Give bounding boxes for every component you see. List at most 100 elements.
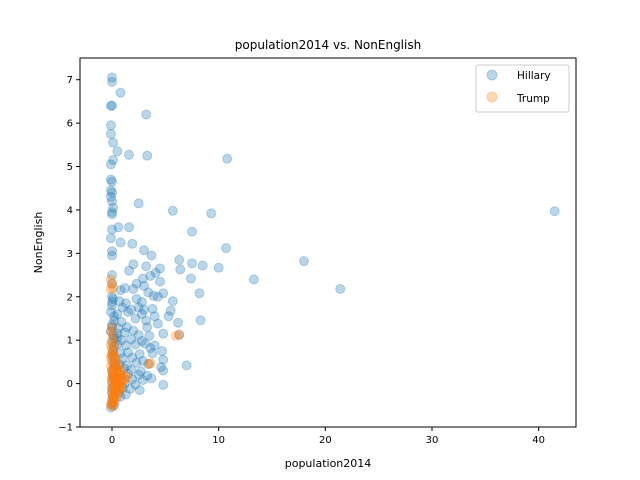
data-point [112, 379, 123, 390]
data-point [108, 346, 119, 357]
data-point [107, 377, 117, 388]
x-axis: 0 10 20 30 40 [109, 427, 545, 446]
data-point [108, 393, 119, 404]
data-point [117, 376, 128, 387]
data-point [108, 202, 119, 213]
data-point [127, 374, 138, 385]
data-point [107, 300, 117, 311]
chart-title: population2014 vs. NonEnglish [235, 38, 421, 52]
data-point [119, 378, 130, 389]
data-point [108, 348, 119, 359]
data-point [115, 367, 126, 378]
data-point [105, 233, 116, 244]
data-point [105, 191, 116, 202]
data-point [109, 386, 120, 397]
data-point [167, 296, 178, 307]
legend-label-trump: Trump [516, 93, 550, 105]
data-point [107, 376, 117, 387]
data-point [127, 238, 138, 249]
data-point [108, 369, 119, 380]
data-point [113, 361, 124, 372]
data-point [195, 315, 206, 326]
data-point [109, 395, 120, 406]
data-point [142, 150, 153, 161]
data-point [163, 311, 174, 322]
data-point [111, 374, 122, 385]
x-tick-label: 10 [212, 435, 225, 446]
data-point [149, 340, 160, 351]
x-tick-label: 30 [426, 435, 439, 446]
data-point [108, 391, 119, 402]
data-point [165, 305, 176, 316]
data-point [107, 337, 117, 348]
data-point [105, 128, 116, 139]
data-point [107, 246, 117, 257]
data-point [248, 274, 259, 285]
data-point [107, 72, 117, 83]
data-point [123, 347, 133, 358]
y-tick-label: 2 [67, 292, 73, 303]
data-point [146, 250, 157, 261]
data-point [110, 385, 121, 396]
data-point [139, 280, 149, 291]
data-point [134, 385, 145, 396]
data-point [111, 382, 122, 393]
data-point [108, 369, 119, 380]
data-point [107, 387, 117, 398]
data-point [115, 285, 126, 296]
data-point [107, 398, 117, 409]
data-point [107, 373, 117, 384]
data-point [128, 325, 139, 336]
data-point [110, 356, 121, 367]
data-point [111, 372, 122, 383]
data-point [113, 388, 124, 399]
data-point [105, 100, 116, 111]
data-point [113, 222, 124, 233]
data-point [112, 146, 123, 157]
data-point [105, 185, 116, 196]
data-point [107, 388, 117, 399]
data-point [197, 260, 208, 271]
data-point [142, 370, 153, 381]
data-point [118, 363, 129, 374]
data-point [131, 293, 142, 304]
data-point [112, 391, 123, 402]
data-point [107, 372, 117, 383]
data-point [105, 340, 116, 351]
data-point [130, 339, 141, 350]
data-point [128, 259, 139, 270]
y-tick-label: 1 [67, 336, 73, 347]
data-point [105, 174, 116, 185]
data-point [117, 302, 128, 313]
data-point [107, 322, 117, 333]
data-point [143, 359, 154, 370]
data-point [107, 383, 117, 394]
data-point [173, 317, 184, 328]
data-point [116, 365, 127, 376]
data-point [105, 399, 116, 410]
data-point [107, 393, 117, 404]
data-point [136, 296, 147, 307]
data-point [105, 159, 116, 170]
x-tick-label: 20 [319, 435, 332, 446]
data-point [107, 224, 117, 235]
data-point [109, 372, 120, 383]
data-point [145, 358, 156, 369]
data-point [124, 222, 135, 233]
data-point [107, 319, 117, 330]
data-point [141, 109, 152, 120]
data-point [137, 375, 148, 386]
data-point [142, 322, 153, 333]
data-point [126, 364, 137, 375]
data-point [107, 367, 118, 378]
data-point [149, 311, 160, 322]
data-point [109, 333, 120, 344]
data-point [131, 357, 142, 368]
data-point [121, 372, 132, 383]
data-point [107, 278, 117, 289]
data-point [133, 369, 144, 380]
data-point [113, 385, 124, 396]
data-point [109, 339, 120, 350]
data-point [109, 351, 120, 362]
data-point [105, 402, 116, 413]
